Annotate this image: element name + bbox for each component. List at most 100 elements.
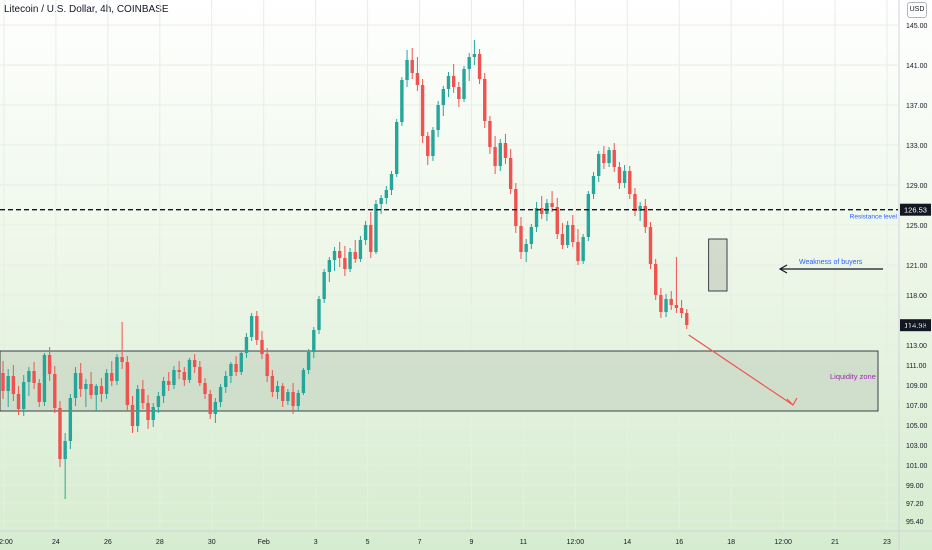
x-tick-label: 28 <box>156 539 164 546</box>
candle-body <box>679 308 684 313</box>
candle-body <box>540 208 544 214</box>
candle-body <box>384 190 389 198</box>
candle-body <box>441 89 445 105</box>
candle-body <box>343 258 347 269</box>
candle-body <box>167 381 171 385</box>
x-tick-label: 16 <box>675 539 683 546</box>
candle-body <box>348 252 352 269</box>
candle-body <box>436 105 440 130</box>
candle-body <box>260 340 264 354</box>
weakness-box <box>708 238 728 292</box>
candle-body <box>84 384 88 389</box>
candle-body <box>270 376 275 392</box>
candle-body <box>213 402 218 414</box>
candle-body <box>53 374 57 408</box>
candle-body <box>514 189 518 226</box>
candle-body <box>312 330 316 352</box>
candles <box>1 40 689 499</box>
y-tick-label: 97.20 <box>906 501 924 508</box>
candle-body <box>653 264 658 295</box>
x-tick-label: 11 <box>520 539 527 546</box>
candle-body <box>472 54 477 57</box>
candle-body <box>674 305 679 308</box>
candle-body <box>275 386 280 392</box>
y-tick-label: 129.00 <box>906 183 928 190</box>
y-tick-label: 118.00 <box>906 293 927 300</box>
candle-body <box>198 367 202 383</box>
candle-body <box>42 355 47 402</box>
candle-body <box>182 372 186 380</box>
y-tick-label: 141.00 <box>906 63 928 70</box>
candle-body <box>187 360 192 380</box>
candle-body <box>560 234 565 245</box>
candle-body <box>534 208 539 227</box>
candle-body <box>192 360 197 367</box>
candle-body <box>73 373 78 398</box>
candle-body <box>622 171 627 183</box>
candle-body <box>576 242 580 261</box>
candle-body <box>638 206 642 211</box>
x-tick-label: 18 <box>727 539 735 546</box>
candle-body <box>161 381 166 396</box>
candle-body <box>1 373 5 391</box>
x-tick-label: 12:00 <box>0 539 13 546</box>
candle-body <box>477 54 482 79</box>
candle-body <box>565 225 570 245</box>
candle-body <box>79 373 83 389</box>
candle-body <box>431 130 435 156</box>
liquidity-zone-box <box>0 350 879 412</box>
candle-body <box>99 386 104 394</box>
resistance-price-tag <box>900 203 931 216</box>
candle-body <box>244 337 249 353</box>
candle-body <box>249 316 254 337</box>
y-tick-label: 133.00 <box>906 143 928 150</box>
candle-body <box>234 364 238 372</box>
projection-arrow-line <box>688 334 794 406</box>
candle-body <box>68 398 73 441</box>
candle-body <box>151 407 155 420</box>
candle-body <box>529 227 534 244</box>
candle-body <box>664 299 668 312</box>
candle-body <box>545 203 549 214</box>
candle-body <box>27 371 31 382</box>
y-tick-label: 115.00 <box>906 323 927 330</box>
candle-body <box>379 198 383 204</box>
candle-body <box>239 353 243 372</box>
candle-body <box>58 408 62 459</box>
candle-body <box>467 57 471 69</box>
candle-body <box>555 207 559 234</box>
candle-body <box>353 252 357 259</box>
y-tick-label: 111.00 <box>906 363 926 370</box>
weakness-label: Weakness of buyers <box>799 259 863 266</box>
candle-body <box>617 167 622 183</box>
candle-body <box>22 382 26 409</box>
candle-body <box>47 355 52 374</box>
candle-body <box>581 237 585 261</box>
candle-body <box>125 362 130 405</box>
last-price-label: 114.98 <box>904 321 926 330</box>
x-tick-label: 5 <box>366 539 370 546</box>
candle-body <box>229 364 233 376</box>
candle-body <box>255 316 259 340</box>
candle-body <box>265 354 269 376</box>
candle-body <box>503 143 508 158</box>
candle-body <box>172 370 176 385</box>
candle-body <box>296 393 300 406</box>
candle-body <box>135 389 140 426</box>
y-tick-label: 107.00 <box>906 403 928 410</box>
candle-body <box>358 240 363 259</box>
candle-body <box>462 69 466 99</box>
candle-body <box>291 392 295 406</box>
candle-body <box>498 143 502 166</box>
currency-badge[interactable]: USD <box>907 2 927 18</box>
liquidity-zone-layer <box>0 350 879 412</box>
x-tick-label: 23 <box>883 539 891 546</box>
candle-body <box>130 405 135 426</box>
candle-body <box>607 150 611 163</box>
candle-body <box>457 87 461 99</box>
resistance-label: Resistance level <box>850 214 898 221</box>
candle-body <box>208 394 212 414</box>
candle-body <box>659 295 663 312</box>
